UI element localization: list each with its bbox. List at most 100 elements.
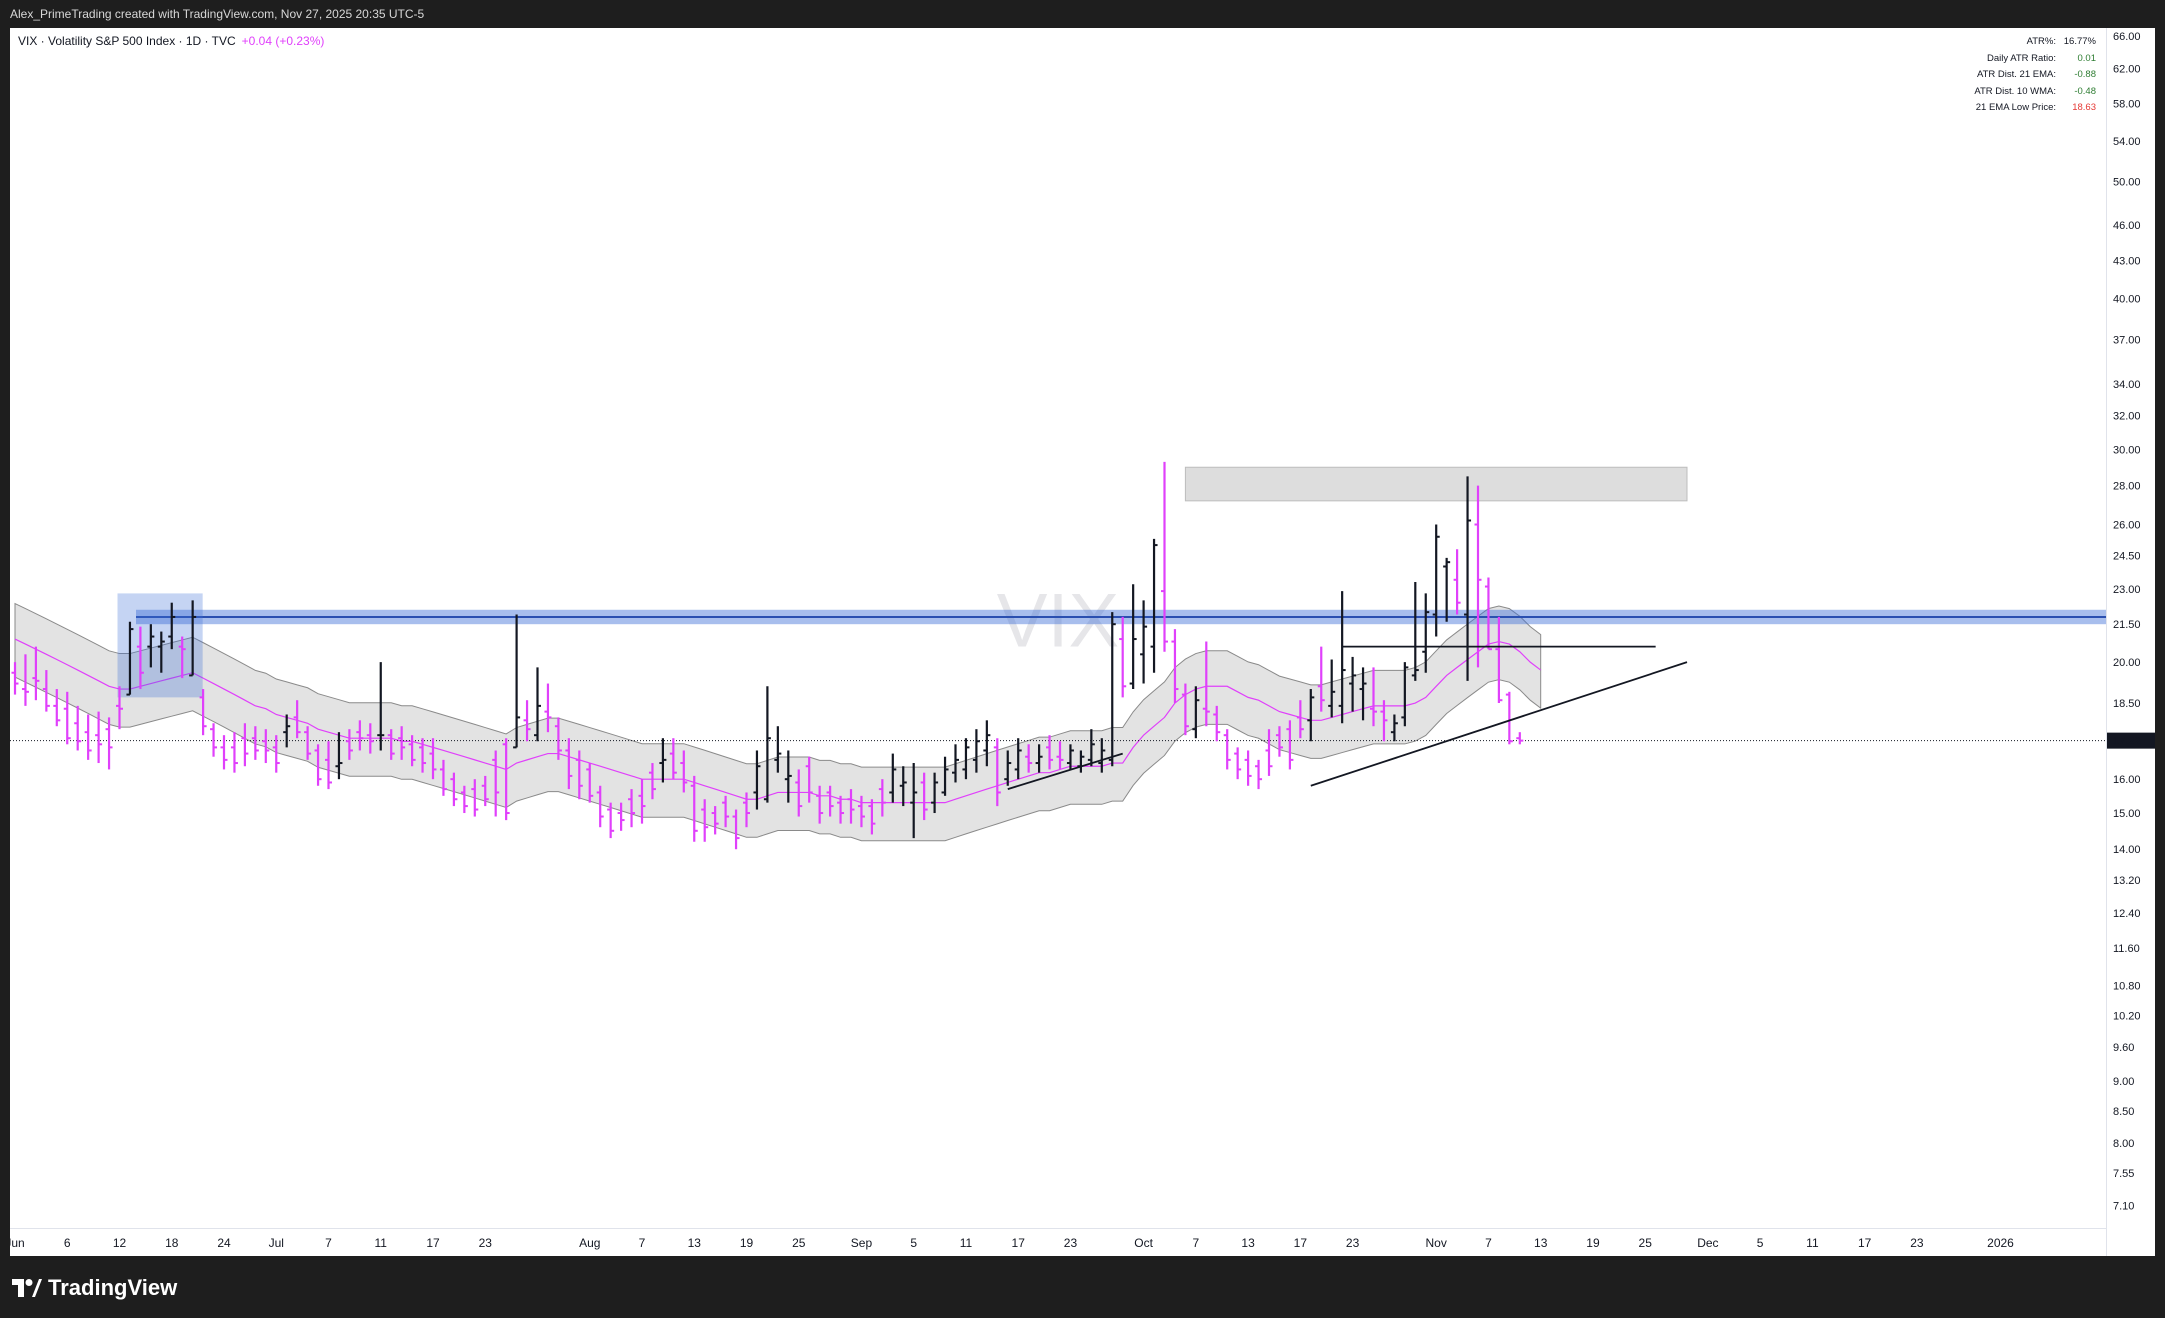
ohlc-bar [1265,729,1273,776]
time-tick-label: Dec [1697,1236,1718,1250]
ohlc-bar [262,729,270,764]
ohlc-bar [669,738,677,780]
time-tick-label: 11 [375,1236,388,1250]
ohlc-bar [293,700,301,739]
time-tick-label: 25 [792,1236,806,1250]
ohlc-bar [32,646,40,701]
time-tick-label: Jun [10,1236,25,1250]
stats-label: ATR Dist. 10 WMA: [1974,85,2056,97]
symbol-description: VIX · Volatility S&P 500 Index · 1D · TV… [18,34,236,48]
ohlc-bar [251,726,259,760]
ohlc-bar [722,795,730,828]
ohlc-bar [784,750,792,803]
ohlc-bar [1422,593,1430,673]
ohlc-bar [168,602,176,650]
ohlc-bar [993,738,1001,807]
price-tick-label: 58.00 [2113,99,2141,111]
ohlc-bar [84,714,92,760]
time-tick-label: Sep [851,1236,873,1250]
price-tick-label: 13.20 [2113,875,2141,887]
time-tick-label: 23 [1346,1236,1360,1250]
footer-bar: TradingView [0,1256,2165,1318]
ohlc-bar [983,720,991,767]
ohlc-bar [847,789,855,824]
stats-value: 16.77% [2063,36,2096,47]
ohlc-bar [1370,667,1377,727]
ohlc-bar [210,723,218,757]
ohlc-bar [1150,538,1158,673]
ohlc-bar [743,792,750,828]
ohlc-bar [899,766,907,807]
ohlc-bar [826,785,834,817]
time-tick-label: 12 [113,1236,127,1250]
time-tick-label: 18 [165,1236,179,1250]
price-tick-label: 62.00 [2113,64,2141,76]
time-tick-label: 13 [688,1236,702,1250]
ohlc-bar [565,738,573,790]
ohlc-bar [857,795,865,828]
ohlc-bar [1161,461,1168,652]
ohlc-bar [199,689,207,736]
ohlc-bar [492,750,500,817]
price-tick-label: 20.00 [2113,657,2141,669]
chart-pane[interactable]: VIX VIX · Volatility S&P 500 Index · 1D … [10,28,2106,1256]
ohlc-bar [387,729,395,760]
ohlc-bar [1307,689,1315,742]
stats-row: Daily ATR Ratio: 0.01 [1966,53,2096,70]
ohlc-bar [638,779,646,824]
ohlc-bar [586,763,594,803]
price-tick-label: 66.00 [2113,31,2141,43]
ohlc-bar [1390,714,1398,742]
tradingview-logo-icon [12,1279,42,1297]
price-tick-label: 10.80 [2113,980,2141,992]
tradingview-logo[interactable]: TradingView [12,1275,177,1301]
ohlc-bar [931,772,939,814]
time-axis[interactable]: Jun 6 12 18 24 Jul 7 11 17 23 Aug 7 13 19 25 Sep 5 11 17 23… [5,1228,2106,1257]
ohlc-bar [1129,584,1137,690]
price-chart[interactable]: VIX [10,28,2106,1228]
ohlc-bar [1401,662,1409,727]
ohlc-bar [1066,744,1074,770]
ohlc-bar [419,738,427,773]
ohlc-bar [1244,750,1252,786]
ohlc-bar [972,729,980,773]
ohlc-bar [1443,557,1451,622]
ohlc-bar [1338,591,1346,724]
ohlc-bar [732,809,740,850]
ohlc-bar [690,775,698,842]
ohlc-bar [1140,600,1148,684]
price-tick-label: 34.00 [2113,379,2141,391]
stats-label: 21 EMA Low Price: [1975,102,2056,113]
time-axis-labels: Jun 6 12 18 24 Jul 7 11 17 23 Aug 7 13 19 25 Sep 5 11 17 23… [5,1236,2014,1250]
ohlc-bar [408,735,416,767]
price-axis[interactable]: 66.00 62.00 58.00 54.00 50.00 46.00 43.00 40.00… [2106,28,2156,1256]
ohlc-bar [868,799,876,835]
time-tick-label: 6 [64,1236,71,1250]
ohlc-bar [1202,641,1210,727]
ohlc-bar [95,711,103,764]
ohlc-bar [1516,732,1524,745]
time-tick-label: 11 [960,1236,973,1250]
time-tick-label: 19 [740,1236,754,1250]
stats-value: -0.48 [2074,85,2096,97]
time-tick-label: 17 [426,1236,440,1250]
time-tick-label: 23 [1064,1236,1078,1250]
ohlc-bar [962,738,970,780]
brand-name: TradingView [48,1275,178,1300]
ohlc-bar [63,691,71,745]
last-price-tag [2107,732,2156,749]
price-tick-label: 9.00 [2113,1076,2134,1088]
ohlc-bar [21,654,29,706]
time-tick-label: 23 [1910,1236,1924,1250]
price-tick-label: 12.40 [2113,908,2141,920]
time-tick-label: Aug [579,1236,600,1250]
price-tick-label: 7.55 [2113,1168,2134,1180]
ohlc-bar [220,735,228,770]
ohlc-bar [1255,759,1263,790]
time-tick-label: Nov [1426,1236,1447,1250]
price-tick-label: 46.00 [2113,220,2141,232]
stats-label: ATR%: [2026,36,2056,47]
price-tick-label: 18.50 [2113,698,2141,710]
price-tick-label: 10.20 [2113,1010,2141,1022]
ohlc-bar [335,732,343,780]
